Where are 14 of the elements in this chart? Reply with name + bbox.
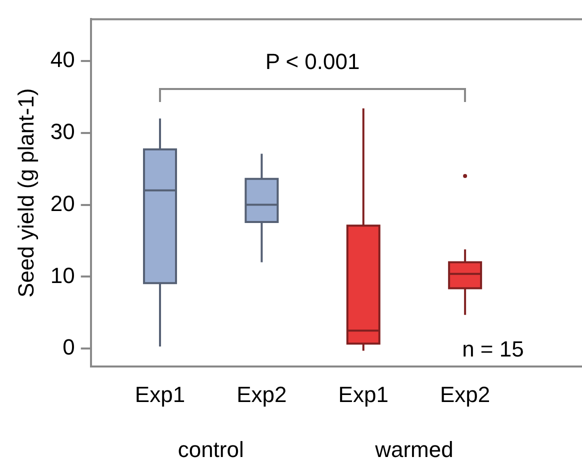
x-tick-label: Exp1	[134, 382, 186, 407]
text: warmed	[374, 437, 454, 462]
x-tick-label: Exp1	[338, 382, 388, 407]
y-tick-label: 10	[50, 262, 75, 288]
annotation: n = 15	[462, 336, 524, 362]
y-tick-label: 20	[50, 190, 75, 216]
y-tick-label: 30	[50, 118, 75, 144]
annotation: P < 0.001	[265, 49, 360, 74]
y-tick-label: 40	[50, 46, 75, 72]
y-tick-label: 0	[62, 334, 75, 360]
y-axis-title: Seed yield (g plant-1)	[13, 88, 38, 298]
text: control	[178, 437, 244, 462]
x-tick-label: Exp2	[440, 382, 490, 407]
x-tick-label: Exp2	[236, 382, 287, 407]
